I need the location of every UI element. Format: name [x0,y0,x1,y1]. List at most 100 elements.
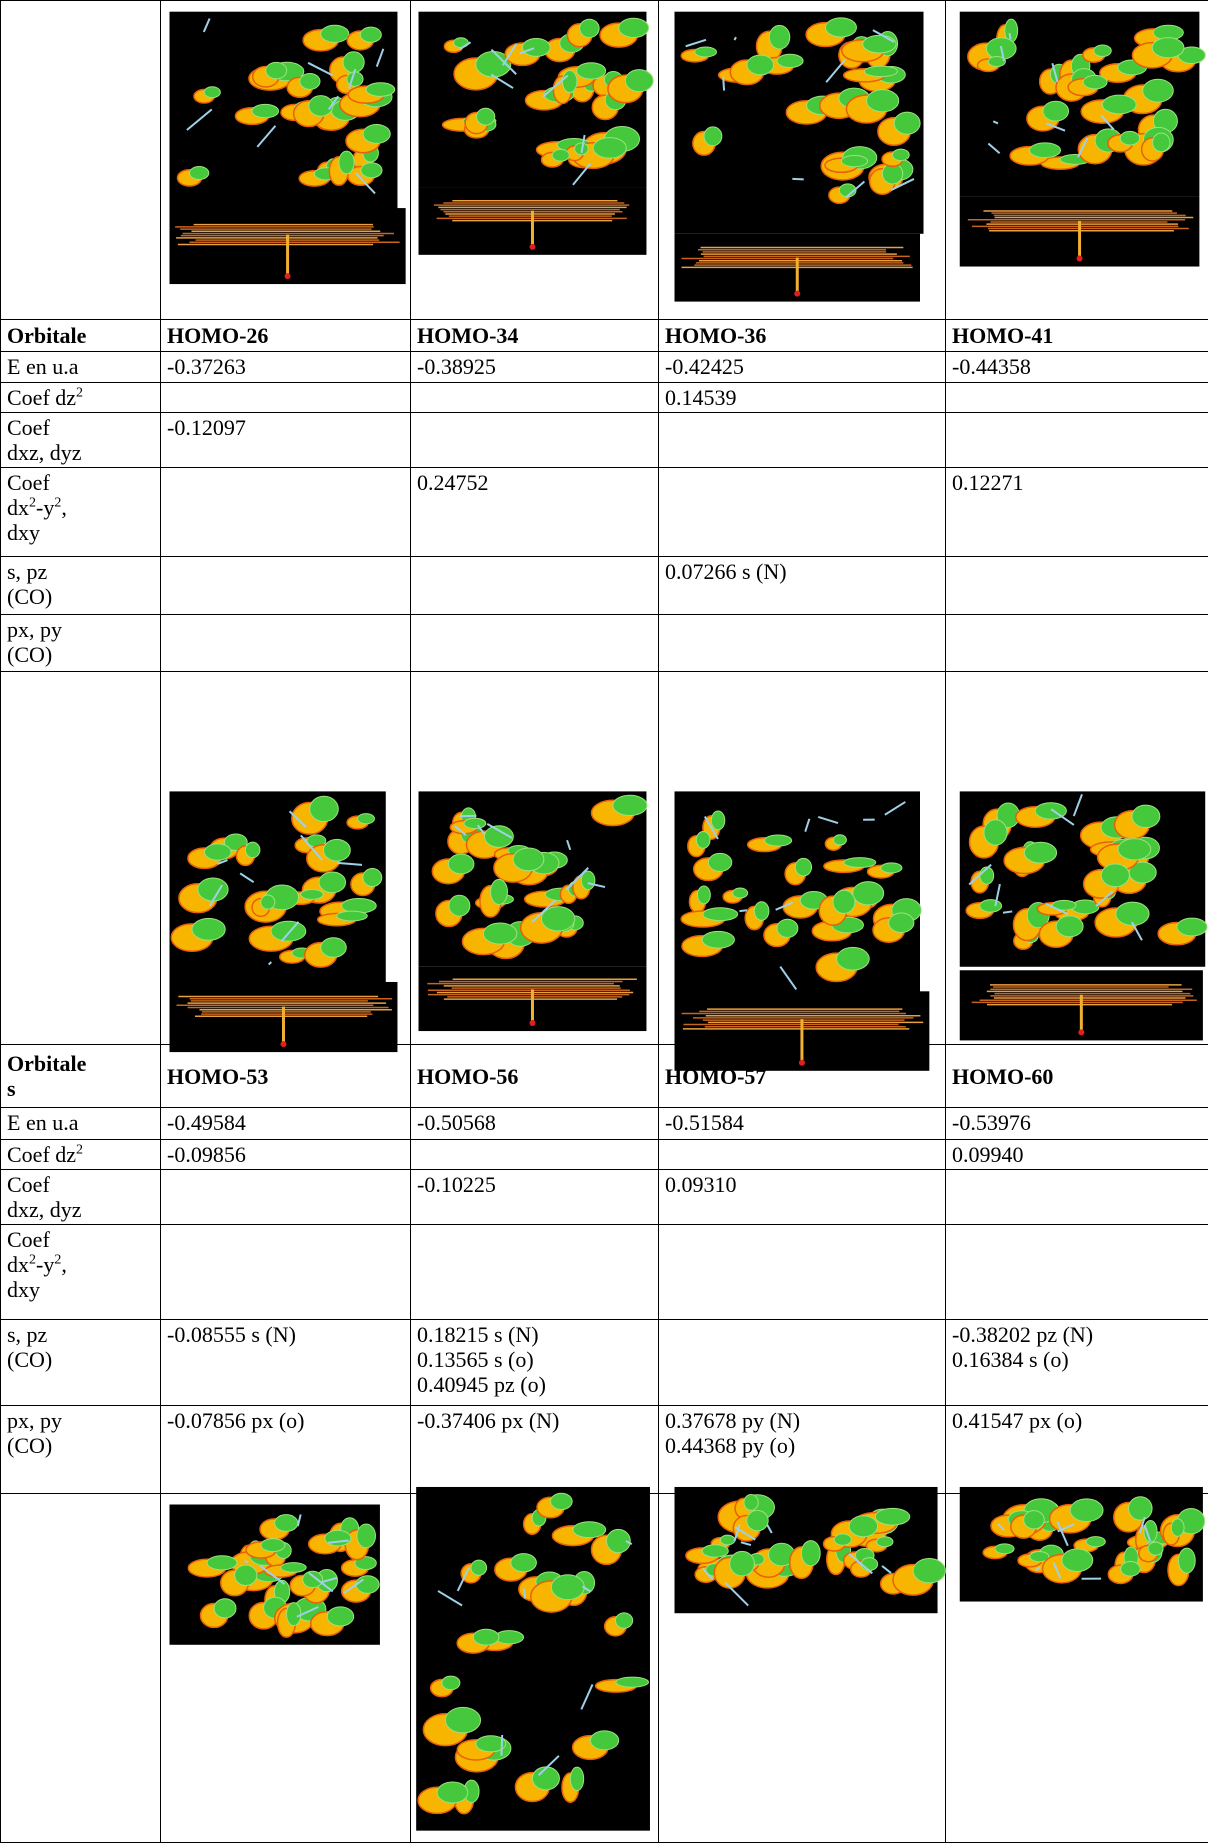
lobe [625,70,653,92]
lobe [448,854,474,874]
lobe [192,918,225,940]
lobe [321,25,349,42]
lobe [863,35,896,53]
lobe [747,55,774,75]
lobe [702,931,734,948]
lobe [261,1539,285,1552]
lobe [491,879,508,904]
lobe [1102,95,1136,114]
lobe [1024,1511,1045,1529]
lobe [327,1607,353,1626]
lobe [303,1571,323,1587]
lobe [275,1515,298,1532]
lobe [849,1516,877,1537]
lobe [769,25,789,49]
bond [723,77,724,91]
lobe [321,938,347,958]
lobe [266,62,287,78]
lobe [1083,75,1107,89]
lobe [445,1707,480,1732]
lobe [252,104,279,117]
lobe [733,888,748,898]
lobe [245,842,259,858]
lobe [708,853,731,871]
lobe [801,1541,820,1566]
lobe [893,149,910,160]
lobe [442,1676,460,1690]
lobe [616,1677,649,1687]
lobe [1121,1562,1141,1577]
lobe [483,923,516,944]
lobe [837,947,870,970]
lobe [300,73,320,89]
lobe [613,795,647,815]
lobe [825,18,856,37]
lobe [551,1575,584,1600]
lobe [309,96,333,117]
lobe [833,890,855,913]
oxygen [794,291,800,297]
bond [1003,911,1012,912]
lobe [1024,842,1056,863]
bond [524,1588,525,1598]
lobe [577,63,606,79]
lobe [235,1565,257,1585]
lobe [744,1494,758,1510]
lobe [513,848,544,871]
lobe [1120,131,1139,145]
lobe [437,1782,468,1803]
lobe [777,54,803,67]
lobe [360,27,381,42]
lobe [995,1544,1014,1554]
lobe [477,108,495,125]
oxygen [280,1041,286,1047]
lobe [541,907,574,931]
lobe [704,127,722,146]
lobe [720,1535,735,1545]
lobe [357,1524,376,1548]
lobe [366,83,395,97]
lobe [980,900,1002,913]
lobe [1056,916,1083,937]
lobe [1153,133,1170,152]
lobe [1177,918,1207,936]
lobe [342,899,377,914]
lobe [190,166,209,179]
lobe [261,895,275,909]
lobe [841,155,867,166]
oxygen [529,1020,535,1026]
lobe [301,889,324,899]
bond [792,179,803,180]
lobe [590,1731,618,1750]
lobe [337,911,368,921]
bond [244,1561,248,1562]
lobe [1148,1542,1163,1555]
lobe [287,1603,301,1626]
lobe [913,1559,945,1583]
lobe [881,863,902,873]
lobe [347,72,363,86]
lobe [552,149,569,161]
lobe [1070,1499,1103,1522]
lobe [511,1554,537,1572]
lobe [702,1545,728,1557]
lobe [204,87,220,98]
lobe [532,1767,559,1790]
lobe [473,1629,499,1645]
lobe [833,835,846,845]
lobe [1094,45,1111,56]
oxygen [285,273,291,279]
lobe [1086,1537,1105,1547]
lobe [695,47,717,57]
lobe [864,66,897,76]
lobe [339,151,354,174]
lobe [615,1613,632,1628]
lobe [1062,1549,1093,1572]
lobe [593,138,626,158]
lobe [522,38,550,56]
lobe [580,19,599,37]
lobe [875,1508,909,1525]
lobe [703,908,738,921]
